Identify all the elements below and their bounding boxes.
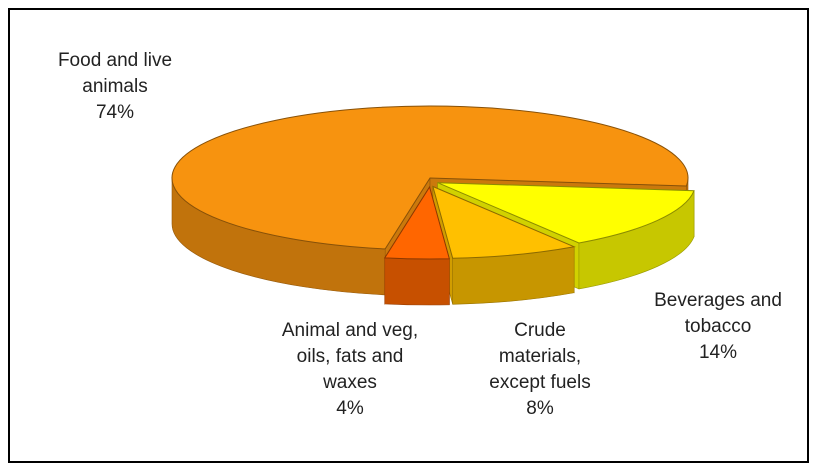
value-label: 4% <box>336 398 364 419</box>
category-label: Food and live animals <box>57 50 173 97</box>
pie-slice <box>437 182 695 244</box>
value-label: 14% <box>698 342 738 363</box>
category-label: Beverages and tobacco <box>654 290 782 337</box>
slice-label: Food and live animals 74% <box>30 48 200 126</box>
value-label: 74% <box>95 102 135 123</box>
category-label: Crude materials, except fuels <box>489 320 591 393</box>
slice-label: Crude materials, except fuels 8% <box>478 318 603 422</box>
slice-side <box>384 257 450 306</box>
pie-slice <box>171 105 689 250</box>
category-label: Animal and veg, oils, fats and waxes <box>281 320 419 393</box>
pie-slice <box>383 185 451 260</box>
slice-label: Beverages and tobacco 14% <box>648 288 788 366</box>
chart-frame <box>8 8 809 463</box>
value-label: 8% <box>526 398 554 419</box>
slice-label: Animal and veg, oils, fats and waxes 4% <box>275 318 425 422</box>
pie-slice <box>432 185 576 259</box>
